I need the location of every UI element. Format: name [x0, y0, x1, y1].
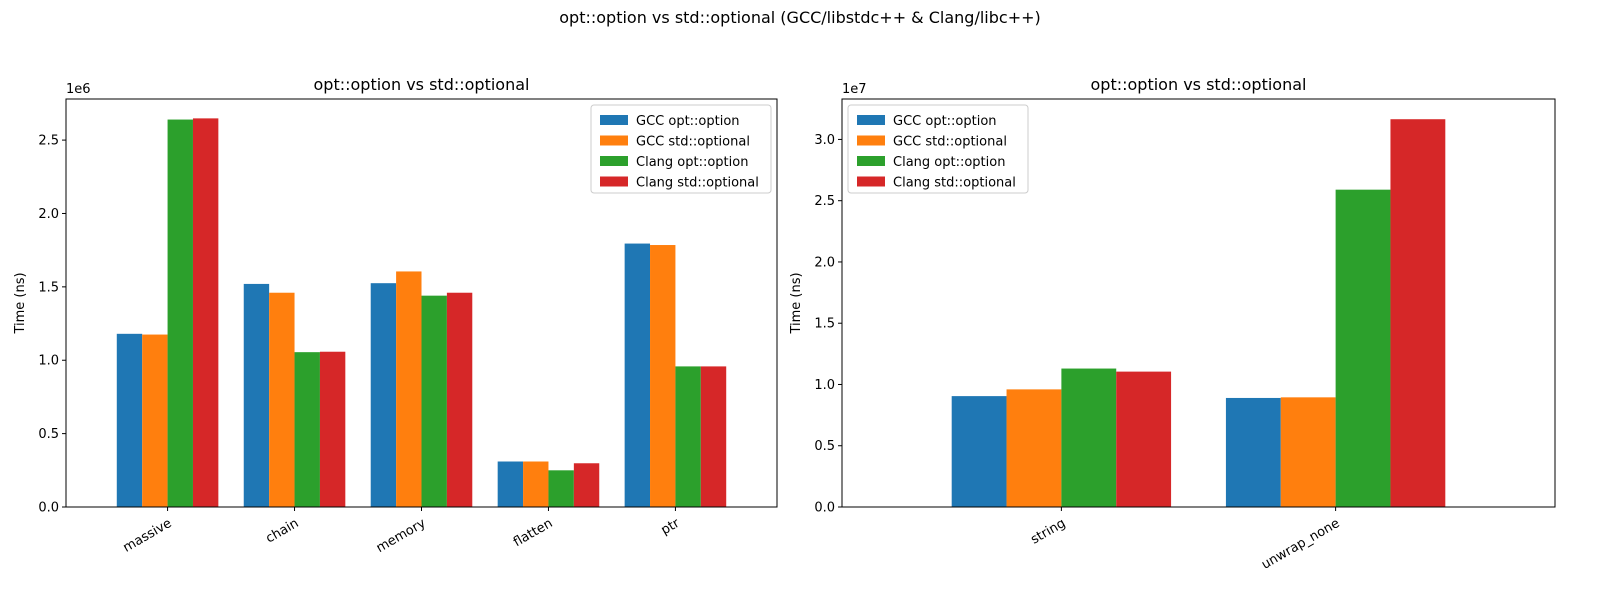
bar-left-clang-opt-option-chain — [294, 352, 320, 507]
bar-left-gcc-opt-option-chain — [243, 283, 270, 507]
figure-title: opt::option vs std::optional (GCC/libstd… — [559, 8, 1041, 27]
bar-left-clang-opt-option-flatten — [548, 470, 574, 507]
x-tick-label-left-chain: chain — [263, 516, 301, 547]
x-tick-label-left-memory: memory — [374, 516, 429, 556]
y-tick-label-left: 0.5 — [38, 427, 59, 442]
x-tick-label-left-ptr: ptr — [659, 516, 683, 539]
legend-swatch-left — [600, 135, 628, 146]
bar-left-gcc-std-optional-chain — [269, 292, 295, 507]
bar-left-gcc-std-optional-massive — [142, 334, 168, 507]
legend-swatch-left — [600, 115, 628, 125]
bar-left-gcc-std-optional-flatten — [523, 461, 549, 507]
y-axis-label-left: Time (ns) — [13, 272, 28, 334]
bar-left-clang-std-optional-chain — [319, 351, 346, 507]
bar-left-gcc-opt-option-ptr — [624, 243, 651, 507]
y-tick-label-left: 1.0 — [38, 354, 59, 369]
bar-left-gcc-opt-option-memory — [370, 283, 397, 507]
legend-left — [590, 104, 772, 194]
x-tick-label-left-flatten: flatten — [511, 516, 555, 550]
bar-left-clang-std-optional-ptr — [700, 366, 727, 507]
legend-label-left: Clang opt::option — [636, 155, 748, 170]
legend-swatch-left — [600, 176, 628, 187]
bar-left-gcc-opt-option-massive — [116, 333, 143, 507]
y-tick-label-left: 1.5 — [38, 280, 59, 295]
legend-label-left: GCC opt::option — [636, 114, 740, 129]
y-tick-label-left: 2.0 — [38, 207, 59, 222]
bar-left-gcc-std-optional-memory — [396, 271, 422, 507]
bar-left-clang-opt-option-massive — [167, 119, 193, 508]
bar-left-clang-std-optional-memory — [446, 292, 473, 507]
bar-left-clang-std-optional-massive — [192, 118, 219, 507]
bar-left-gcc-opt-option-flatten — [497, 461, 524, 507]
chart-title-left: opt::option vs std::optional — [314, 75, 530, 94]
legend-swatch-left — [600, 156, 628, 166]
bar-left-gcc-std-optional-ptr — [650, 245, 676, 507]
bar-left-clang-std-optional-flatten — [573, 463, 600, 507]
y-offset-text-left: 1e6 — [66, 82, 91, 97]
bar-left-clang-opt-option-memory — [421, 295, 447, 507]
legend-label-left: GCC std::optional — [636, 135, 750, 150]
x-tick-label-left-massive: massive — [121, 516, 175, 556]
y-tick-label-left: 0.0 — [38, 501, 59, 516]
legend-label-left: Clang std::optional — [636, 176, 759, 191]
bar-left-clang-opt-option-ptr — [675, 366, 701, 507]
y-tick-label-left: 2.5 — [38, 134, 59, 149]
